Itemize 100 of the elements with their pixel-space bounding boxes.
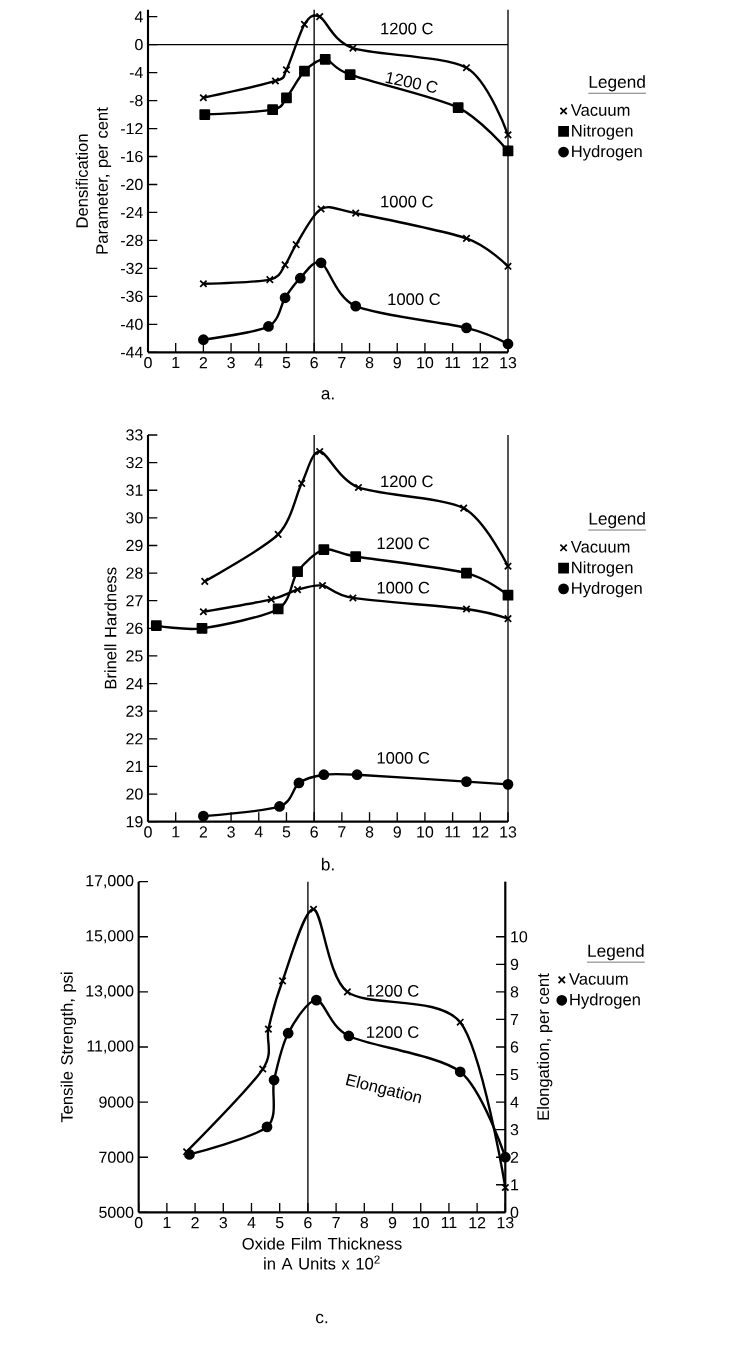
annotation: 1200 C [367,984,419,997]
y-tick-label: 17,000 [86,875,134,889]
x-tick-label: 11 [445,826,461,838]
legend-label: Hydrogen [572,145,642,161]
y-tick-label: 9000 [99,1096,134,1108]
x-tick-label: 4 [254,826,263,838]
x-tick-label: 12 [469,1217,486,1229]
y-tick-label: 24 [126,678,143,690]
x-axis-title: Oxide Film Thickness in A Units x 10$^{2}$ [242,1237,402,1270]
legend-label: Hydrogen [570,993,640,1009]
x-tick-label: 2 [199,357,208,369]
y-tick-label: 22 [126,733,143,745]
legend-label: Vacuum [570,104,630,116]
x-tick-label: 10 [417,357,434,369]
x-tick-label: 3 [227,826,235,838]
y-axis-title: Densification Parameter, per cent [75,107,112,254]
y-tick-label: 26 [126,622,143,634]
x-tick-label: 5 [275,1217,284,1229]
x-tick-label: 6 [310,357,318,369]
legend-label: Nitrogen [572,124,633,140]
x-tick-label: 1 [172,826,180,838]
x-tick-label: 13 [500,357,517,369]
x-tick-label: 8 [365,357,374,369]
annotation: 1200 C [381,475,433,488]
y2-tick-label: 3 [510,1124,519,1136]
annotation: 1200 C [377,537,430,550]
y-tick-label: 13,000 [86,985,134,999]
y-tick-label: 23 [126,705,143,717]
x-tick-label: 8 [365,826,374,838]
x-tick-label: 3 [227,357,235,369]
x-tick-label: 10 [417,826,434,838]
y2-tick-label: 6 [510,1041,519,1053]
y-tick-label: -40 [120,318,143,330]
y-axis-title: Brinell Hardness [104,567,117,689]
legend-label: Vacuum [570,541,630,553]
x-tick-label: 0 [144,826,152,838]
text: c. [316,1313,328,1324]
annotation: 1200 C [381,22,433,35]
y2-axis-title: Elongation, per cent [536,973,553,1120]
legend-label: Vacuum [569,973,628,985]
x-tick-label: 0 [144,357,152,369]
x-tick-label: 1 [163,1217,171,1228]
y-tick-label: -8 [129,94,143,107]
x-tick-label: 2 [199,826,208,838]
x-tick-label: 13 [497,1217,514,1229]
y-tick-label: 32 [126,456,143,469]
y-tick-label: 28 [126,567,143,579]
x-tick-label: 4 [247,1217,256,1228]
x-tick-label: 9 [393,357,401,369]
y-tick-label: 25 [126,650,143,662]
legend-title: Legend [588,944,644,961]
x-tick-label: 1 [172,357,180,368]
y-tick-label: 0 [135,38,143,51]
x-tick-label: 12 [472,826,489,838]
x-tick-label: 11 [441,1217,457,1228]
annotation: 1000 C [377,581,430,594]
y-tick-label: -28 [120,234,143,247]
y2-tick-label: 2 [510,1151,519,1163]
x-tick-label: 6 [304,1217,312,1229]
y-tick-label: -4 [129,67,143,79]
y-tick-label: 7000 [99,1151,134,1163]
y-tick-label: 11,000 [87,1040,134,1054]
y-tick-label: -24 [120,206,143,219]
y-tick-label: 20 [126,788,143,800]
y-tick-label: 21 [126,760,143,772]
x-tick-label: 7 [338,357,346,368]
y-tick-label: -44 [120,346,143,358]
y2-tick-label: 9 [510,958,519,970]
x-tick-label: 7 [332,1217,340,1228]
text: a. [321,390,334,400]
y-tick-label: 31 [126,484,143,496]
y-tick-label: -32 [120,262,143,275]
legend-title: Legend [589,512,645,529]
x-tick-label: 8 [360,1217,369,1229]
x-tick-label: 6 [310,826,318,838]
x-tick-label: 7 [338,826,346,838]
annotation: 1000 C [377,751,430,764]
annotation: 1200 C [385,72,438,93]
x-tick-label: 13 [500,826,517,838]
x-tick-label: 10 [413,1217,429,1229]
y-tick-label: 29 [126,539,143,552]
y-tick-label: 15,000 [86,930,134,944]
x-tick-label: 5 [282,357,291,369]
y2-tick-label: 7 [510,1013,519,1025]
y2-tick-label: 4 [510,1096,519,1108]
legend-label: Nitrogen [572,561,633,577]
y2-tick-label: 5 [510,1069,519,1081]
x-tick-label: 9 [388,1217,397,1229]
y-tick-label: -20 [120,178,143,191]
y-tick-label: 33 [126,429,143,441]
y-tick-label: -16 [120,150,143,163]
y-tick-label: -12 [120,122,143,135]
y-tick-label: 4 [134,11,143,23]
y-tick-label: -36 [120,290,143,303]
annotation: 1000 C [388,293,441,306]
x-tick-label: 4 [254,357,263,368]
x-tick-label: 11 [445,357,461,368]
y2-tick-label: 8 [510,986,519,998]
x-tick-label: 9 [393,826,401,838]
text: b. [321,857,334,871]
